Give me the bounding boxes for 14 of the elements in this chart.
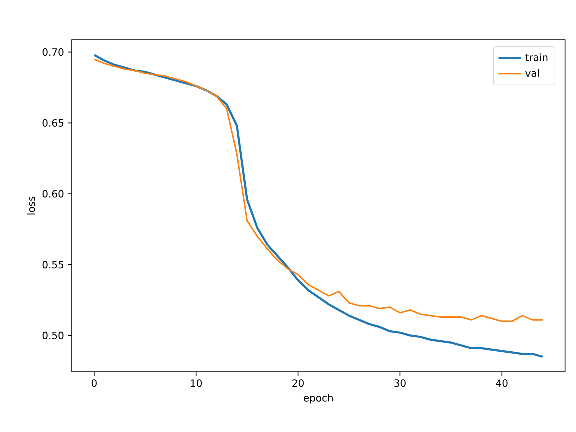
x-axis-title: epoch [304,394,334,404]
y-tick-label: 0.55 [42,261,64,269]
legend-label: train [526,54,548,62]
x-tick-label: 10 [191,380,202,388]
x-tick-label: 40 [496,380,508,388]
y-axis-title: loss [27,196,36,215]
x-tick-label: 20 [292,380,304,388]
legend-label: val [526,69,540,78]
y-tick-label: 0.65 [42,119,64,127]
y-tick-label: 0.50 [42,332,64,340]
x-tick-label: 30 [394,380,406,388]
y-tick-label: 0.70 [42,48,64,56]
y-tick-label: 0.60 [42,190,64,198]
x-tick-label: 0 [92,380,97,388]
